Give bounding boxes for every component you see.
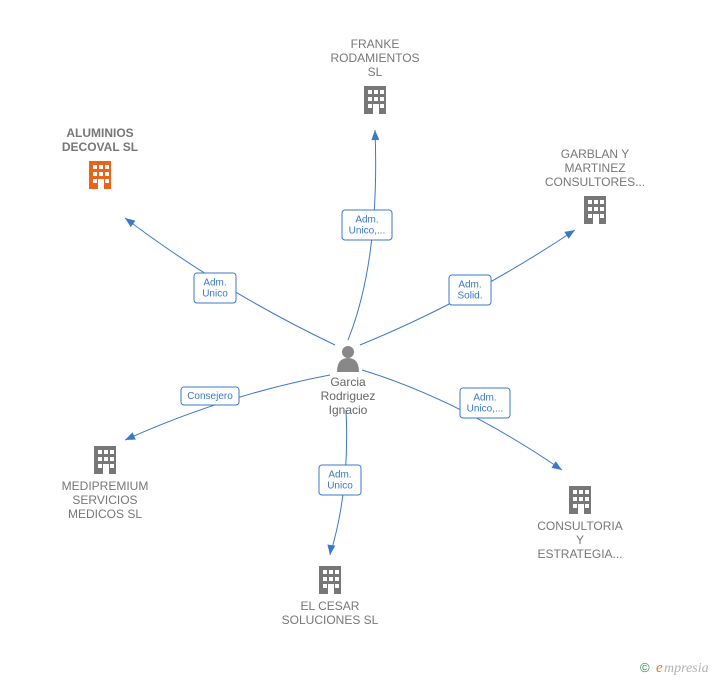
building-icon: [364, 86, 386, 114]
edge-label-text: Unico,...: [349, 226, 386, 237]
company-node-aluminios[interactable]: ALUMINIOSDECOVAL SL: [62, 126, 138, 189]
edge-arrowhead: [564, 227, 577, 239]
watermark-brand-rest: mpresia: [664, 661, 709, 676]
company-label: DECOVAL SL: [62, 140, 138, 154]
company-node-garblan[interactable]: GARBLAN YMARTINEZCONSULTORES...: [545, 147, 645, 224]
building-icon: [94, 446, 116, 474]
company-label: ALUMINIOS: [66, 126, 133, 140]
building-icon: [569, 486, 591, 514]
edge-arrowhead: [123, 432, 135, 443]
edge-label: Adm.Unico,...: [460, 388, 510, 418]
company-label: CONSULTORIA: [537, 519, 623, 533]
edge-arrowhead: [371, 130, 379, 140]
watermark-brand-first: e: [656, 660, 663, 676]
company-node-medipremium[interactable]: MEDIPREMIUMSERVICIOSMEDICOS SL: [62, 446, 149, 521]
edge-arrowhead: [551, 461, 564, 473]
company-label: SOLUCIONES SL: [282, 613, 379, 627]
edge-label-text: Adm.: [355, 215, 378, 226]
edge-label-text: Unico,...: [467, 404, 504, 415]
edge-label-text: Consejero: [187, 391, 233, 402]
company-label: SL: [368, 65, 383, 79]
company-label: ESTRATEGIA...: [537, 547, 622, 561]
copyright-symbol: ©: [640, 660, 650, 675]
edge-line: [362, 370, 562, 470]
building-icon: [89, 161, 111, 189]
company-label: FRANKE: [351, 37, 400, 51]
center-label: Ignacio: [329, 403, 368, 417]
center-person-node[interactable]: GarciaRodriguezIgnacio: [321, 346, 376, 417]
company-node-cesar[interactable]: EL CESARSOLUCIONES SL: [282, 566, 379, 627]
company-label: Y: [576, 533, 584, 547]
edge-label-text: Unico: [202, 289, 228, 300]
edge-label-text: Unico: [327, 481, 353, 492]
building-icon: [319, 566, 341, 594]
company-node-consultoria[interactable]: CONSULTORIAYESTRATEGIA...: [537, 486, 623, 561]
watermark: © empresia: [640, 660, 709, 676]
edge-label: Adm.Unico,...: [342, 210, 392, 240]
edge-label-text: Adm.: [458, 280, 481, 291]
edge-label-text: Adm.: [473, 393, 496, 404]
person-icon: [337, 346, 359, 372]
center-label: Garcia: [330, 375, 366, 389]
company-label: RODAMIENTOS: [330, 51, 419, 65]
edge-line: [125, 375, 330, 440]
edge-arrowhead: [123, 215, 136, 227]
company-label: MARTINEZ: [564, 161, 625, 175]
company-label: EL CESAR: [301, 599, 360, 613]
relationship-graph: Adm.Unico,...Adm.Solid.Adm.Unico,...Adm.…: [0, 0, 728, 685]
company-label: SERVICIOS: [72, 493, 137, 507]
edge-label-text: Adm.: [203, 278, 226, 289]
company-label: MEDIPREMIUM: [62, 479, 149, 493]
company-label: GARBLAN Y: [561, 147, 629, 161]
edge-label: Adm.Unico: [194, 273, 236, 303]
edge-label: Consejero: [181, 387, 239, 405]
center-label: Rodriguez: [321, 389, 376, 403]
edge-label: Adm.Solid.: [449, 275, 491, 305]
edge-label-text: Adm.: [328, 470, 351, 481]
edge-label-text: Solid.: [457, 291, 482, 302]
edge-label: Adm.Unico: [319, 465, 361, 495]
company-node-franke[interactable]: FRANKERODAMIENTOSSL: [330, 37, 419, 114]
building-icon: [584, 196, 606, 224]
company-label: CONSULTORES...: [545, 175, 645, 189]
company-label: MEDICOS SL: [68, 507, 142, 521]
